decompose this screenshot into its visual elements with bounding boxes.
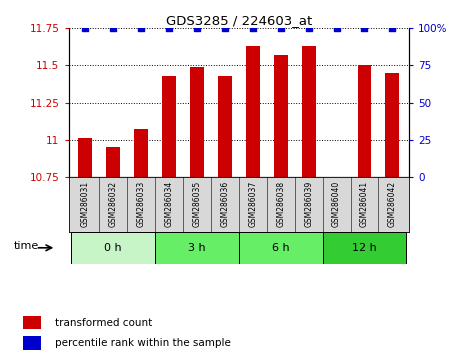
Text: percentile rank within the sample: percentile rank within the sample: [55, 338, 231, 348]
Bar: [358, 65, 371, 177]
Text: GSM286032: GSM286032: [109, 181, 118, 227]
Text: transformed count: transformed count: [55, 318, 152, 327]
Bar: [106, 147, 120, 177]
Bar: [23, 316, 41, 329]
Text: 3 h: 3 h: [188, 243, 206, 253]
Point: [193, 25, 201, 31]
Bar: [71, 232, 155, 264]
Bar: [79, 138, 92, 177]
Title: GDS3285 / 224603_at: GDS3285 / 224603_at: [166, 14, 312, 27]
Point: [361, 25, 368, 31]
Point: [305, 25, 313, 31]
Bar: [155, 232, 239, 264]
Bar: [134, 130, 148, 177]
Bar: [239, 232, 323, 264]
Point: [389, 25, 396, 31]
Point: [165, 25, 173, 31]
Bar: [162, 76, 176, 177]
Point: [333, 25, 341, 31]
Point: [137, 25, 145, 31]
Point: [221, 25, 228, 31]
Bar: [23, 336, 41, 350]
Text: GSM286039: GSM286039: [304, 181, 313, 227]
Text: GSM286033: GSM286033: [137, 181, 146, 227]
Text: GSM286040: GSM286040: [332, 181, 341, 227]
Bar: [302, 46, 315, 177]
Text: GSM286031: GSM286031: [81, 181, 90, 227]
Text: GSM286034: GSM286034: [165, 181, 174, 227]
Text: time: time: [13, 241, 39, 251]
Bar: [190, 67, 204, 177]
Point: [249, 25, 257, 31]
Text: GSM286035: GSM286035: [193, 181, 201, 227]
Point: [277, 25, 285, 31]
Text: GSM286036: GSM286036: [220, 181, 229, 227]
Bar: [218, 76, 232, 177]
Bar: [246, 46, 260, 177]
Point: [109, 25, 117, 31]
Point: [81, 25, 89, 31]
Bar: [385, 73, 399, 177]
Text: 0 h: 0 h: [105, 243, 122, 253]
Text: 12 h: 12 h: [352, 243, 377, 253]
Text: GSM286042: GSM286042: [388, 181, 397, 227]
Text: 6 h: 6 h: [272, 243, 289, 253]
Bar: [274, 55, 288, 177]
Text: GSM286037: GSM286037: [248, 181, 257, 227]
Text: GSM286038: GSM286038: [276, 181, 285, 227]
Text: GSM286041: GSM286041: [360, 181, 369, 227]
Bar: [323, 232, 406, 264]
